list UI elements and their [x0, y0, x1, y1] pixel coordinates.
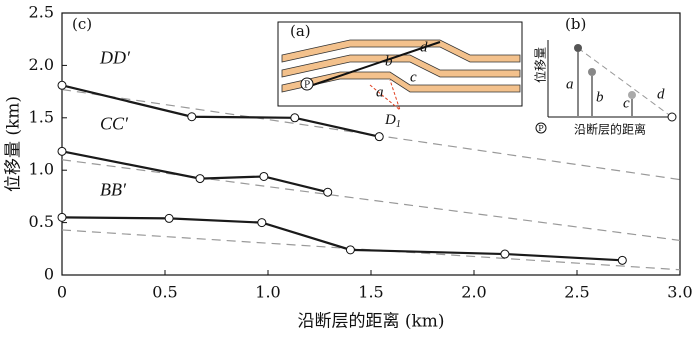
y-axis-label: 位移量 (km)	[4, 96, 24, 192]
inset-label: (a)	[290, 22, 311, 40]
fault-label: D1	[384, 112, 401, 130]
letter: b	[596, 89, 604, 105]
series-line	[61, 150, 329, 194]
fault-subscript: 1	[396, 119, 401, 130]
y-tick-label: 2.5	[29, 3, 54, 22]
point	[345, 245, 355, 255]
offset-guide	[369, 79, 402, 112]
x-tick-label: 1.5	[358, 283, 383, 302]
letter: c	[623, 95, 630, 111]
fault-name: D	[384, 112, 396, 128]
letter: b	[385, 53, 393, 69]
point	[500, 249, 510, 259]
point	[374, 132, 384, 142]
point	[187, 112, 197, 122]
point	[57, 212, 67, 222]
x-tick-label: 2.0	[461, 283, 486, 302]
inset-y-label: 位移量	[533, 47, 548, 83]
y-tick-label: 0	[44, 265, 54, 284]
x-tick-label: 3.0	[667, 283, 692, 302]
y-tick-label: 2.0	[29, 55, 54, 74]
inset-b-bg	[535, 14, 679, 118]
point	[617, 255, 627, 265]
point	[195, 174, 205, 184]
layer	[281, 39, 521, 63]
layer	[281, 54, 521, 78]
dot	[667, 112, 677, 122]
point	[323, 187, 333, 197]
letter: P	[304, 81, 310, 91]
series-label: DD′	[99, 47, 131, 67]
point	[257, 218, 267, 228]
series-line	[61, 216, 623, 262]
dot	[574, 44, 582, 52]
point-p	[535, 122, 547, 134]
letter: d	[657, 86, 665, 102]
point-p	[300, 77, 314, 91]
letter: a	[376, 84, 384, 100]
inset-a: (a) b d c a P D1	[277, 21, 523, 130]
trend-line	[61, 229, 681, 271]
series-label: CC′	[100, 113, 129, 133]
point	[290, 113, 300, 123]
inset-b: (b) 位移量 沿断层的距离 a b c d P	[533, 14, 679, 137]
fault	[309, 41, 441, 87]
y-tick-label: 1.0	[29, 160, 54, 179]
y-tick-label: 1.5	[29, 107, 54, 126]
point	[259, 171, 269, 181]
letter: a	[566, 76, 574, 92]
panel-label: (c)	[72, 15, 92, 33]
inset-label: (b)	[565, 15, 586, 33]
letter: c	[410, 69, 417, 85]
letter: d	[420, 39, 428, 55]
letter: P	[538, 124, 544, 133]
inset-x-label: 沿断层的距离	[574, 122, 646, 137]
dot	[628, 91, 636, 99]
y-tick-label: 0.5	[29, 212, 54, 231]
x-tick-label: 0	[57, 283, 67, 302]
point	[164, 213, 174, 223]
dot	[588, 68, 596, 76]
trend-line	[61, 159, 681, 242]
x-tick-label: 2.5	[564, 283, 589, 302]
x-tick-label: 0.5	[152, 283, 177, 302]
series-label: BB′	[100, 179, 127, 199]
x-tick-label: 1.0	[255, 283, 280, 302]
point	[57, 80, 67, 90]
point	[57, 146, 67, 156]
series-line	[61, 84, 380, 138]
x-axis-label: 沿断层的距离 (km)	[297, 312, 444, 332]
